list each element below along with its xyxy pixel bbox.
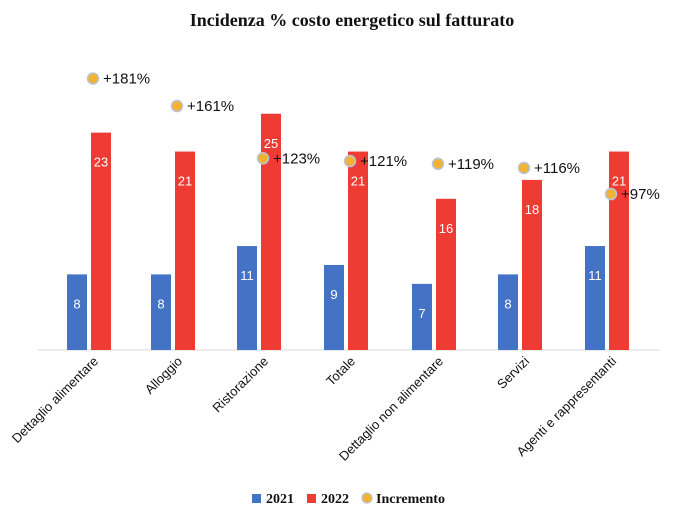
category-label-6: Agenti e rappresentanti: [513, 353, 619, 459]
bar-2022-2: [261, 113, 281, 350]
bar-2022-3: [348, 151, 368, 350]
increment-marker-4: [431, 157, 445, 171]
bar-2021-0: [67, 274, 87, 350]
chart-title: Incidenza % costo energetico sul fattura…: [190, 10, 514, 30]
legend-swatch-1: [307, 494, 316, 503]
bar-2022-0: [91, 132, 111, 350]
legend-swatch-2: [361, 492, 373, 504]
bar-value-label-2022-6: 21: [612, 174, 626, 189]
bar-2021-2: [237, 246, 257, 350]
bar-2022-5: [522, 179, 542, 350]
category-label-3: Totale: [323, 354, 358, 389]
bar-value-label-2021-5: 8: [504, 296, 511, 311]
increment-layer: +181% +161% +123% +121% +119% +116% +97%: [86, 71, 660, 203]
bar-value-label-2022-2: 25: [264, 136, 278, 151]
bar-2021-5: [498, 274, 518, 350]
increment-marker-1: [170, 99, 184, 113]
increment-label-4: +119%: [448, 156, 494, 173]
bar-2022-6: [609, 151, 629, 350]
bar-2021-1: [151, 274, 171, 350]
bar-value-label-2022-5: 18: [525, 202, 539, 217]
increment-marker-0: [86, 72, 100, 85]
bar-value-label-2021-1: 8: [157, 296, 164, 311]
category-labels: Dettaglio alimentare Alloggio Ristorazione…: [9, 353, 619, 463]
bar-value-label-2021-2: 11: [240, 268, 254, 283]
legend-label-2: Incremento: [376, 492, 445, 507]
bar-2022-1: [175, 151, 195, 350]
bar-value-label-2021-4: 7: [418, 306, 425, 321]
bar-value-label-2022-1: 21: [178, 174, 192, 189]
category-label-4: Dettaglio non alimentare: [336, 354, 446, 464]
legend-swatch-0: [252, 494, 261, 503]
increment-marker-5: [517, 161, 531, 175]
legend-label-1: 2022: [321, 492, 349, 507]
bar-value-label-2022-3: 21: [351, 174, 365, 189]
bar-value-label-2021-6: 11: [588, 268, 602, 283]
bar-2021-3: [324, 264, 344, 350]
increment-marker-6: [604, 187, 618, 201]
category-label-1: Alloggio: [142, 354, 185, 397]
bar-value-label-2022-4: 16: [439, 221, 453, 236]
bar-2021-6: [585, 246, 605, 350]
increment-marker-3: [343, 154, 357, 168]
bar-2022-4: [436, 198, 456, 350]
increment-label-2: +123%: [273, 150, 320, 167]
increment-marker-2: [256, 152, 270, 165]
bar-2021-4: [412, 283, 432, 350]
increment-label-0: +181%: [103, 71, 150, 88]
category-label-0: Dettaglio alimentare: [9, 354, 101, 446]
increment-label-3: +121%: [360, 153, 407, 170]
bar-value-label-2021-3: 9: [330, 287, 337, 302]
category-label-2: Ristorazione: [209, 354, 271, 416]
category-label-5: Servizi: [494, 353, 532, 391]
legend: 2021 2022 Incremento: [252, 492, 445, 507]
increment-label-5: +116%: [534, 160, 580, 177]
increment-label-1: +161%: [187, 98, 234, 115]
bar-value-label-2021-0: 8: [73, 296, 80, 311]
bars-layer: 8 23 8 21 11 25 9 21 7 16 8 18 11 21: [67, 113, 629, 350]
increment-label-6: +97%: [621, 186, 660, 203]
legend-label-0: 2021: [266, 492, 294, 507]
bar-value-label-2022-0: 23: [94, 155, 108, 170]
